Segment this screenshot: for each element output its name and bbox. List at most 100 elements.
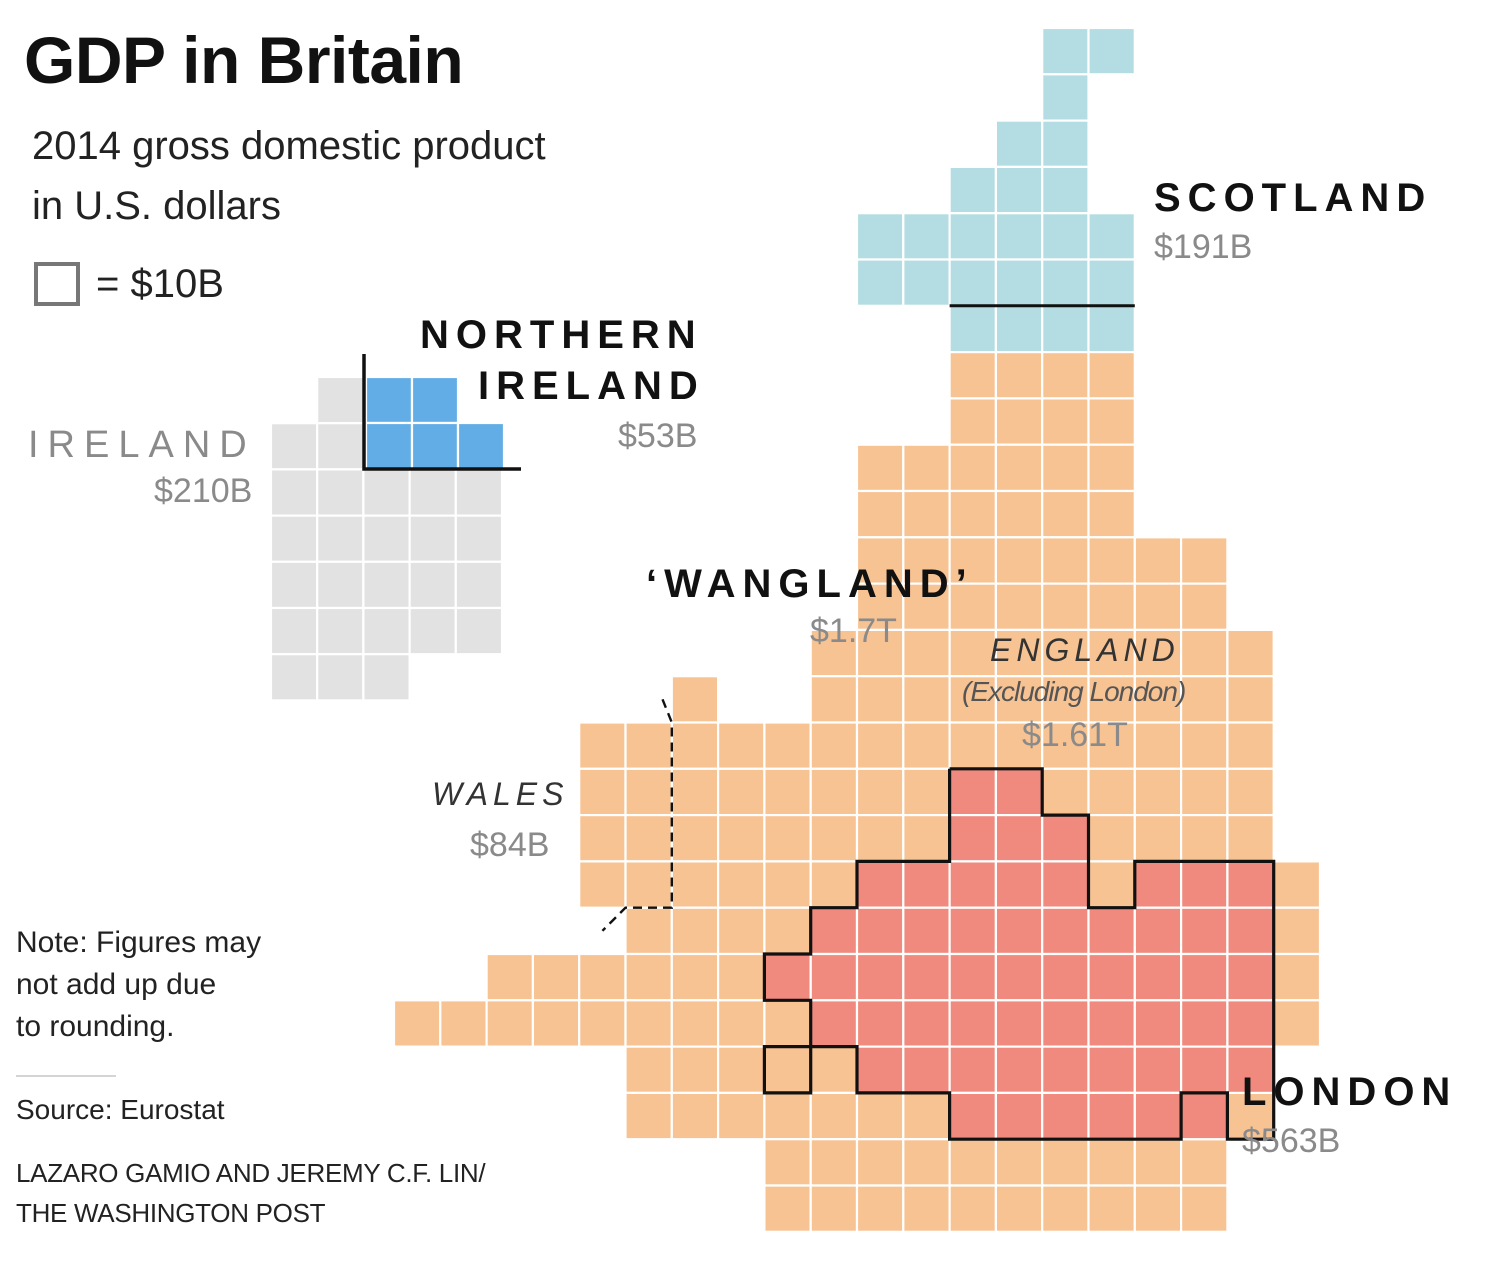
london-tile <box>1226 952 1275 1002</box>
london-tile <box>809 906 859 956</box>
ireland-tile <box>454 606 504 656</box>
england-tile <box>624 906 673 956</box>
ireland-tile <box>269 514 319 563</box>
england-tile <box>948 628 997 678</box>
england-tile <box>1041 721 1090 770</box>
london-tile <box>994 1091 1044 1141</box>
london-tile <box>1179 1091 1229 1141</box>
england-label: ENGLAND <box>990 632 1180 668</box>
source-text: Source: Eurostat <box>16 1094 225 1125</box>
england-tile <box>902 721 951 770</box>
london-tile <box>994 952 1044 1002</box>
england-tile <box>948 1138 997 1187</box>
england-tile <box>855 443 905 493</box>
london-tile <box>1226 999 1275 1048</box>
england-tile <box>1133 1138 1183 1187</box>
england-tile <box>1179 628 1229 678</box>
england-tile <box>716 721 766 770</box>
london-tile <box>1041 1045 1090 1094</box>
northern-ireland-label-line-2: IRELAND <box>478 364 705 408</box>
england-tile <box>763 906 812 956</box>
england-tile <box>1226 628 1275 678</box>
england-tile <box>716 767 766 817</box>
scotland-tile <box>1041 212 1090 261</box>
england-tile <box>1041 675 1090 724</box>
england-tile <box>1179 675 1229 724</box>
scotland-tile <box>1041 165 1090 215</box>
london-tile <box>1041 906 1090 956</box>
ireland-tile <box>454 468 504 517</box>
scotland-value: $191B <box>1154 228 1253 266</box>
england-tile <box>855 628 905 678</box>
london-tile <box>1133 952 1183 1002</box>
england-tile <box>763 1045 812 1094</box>
england-tile <box>485 999 535 1048</box>
england-tile <box>716 999 766 1048</box>
london-tile <box>948 1091 997 1141</box>
england-tile <box>1179 721 1229 770</box>
england-tile <box>670 813 720 863</box>
ireland-tile <box>316 468 365 517</box>
northern-ireland-tile <box>456 421 506 471</box>
england-tile <box>1179 767 1229 817</box>
scotland-tile <box>1087 212 1136 261</box>
legend-text: = $10B <box>96 262 224 306</box>
england-tile <box>809 813 859 863</box>
london-tile <box>1226 906 1275 956</box>
england-tile <box>670 952 720 1002</box>
scotland-tile <box>994 258 1044 307</box>
wales-tile <box>624 721 673 770</box>
england-tile <box>1087 536 1136 585</box>
england-tile <box>1272 906 1322 956</box>
england-tile <box>1041 397 1090 446</box>
england-tile <box>994 1138 1044 1187</box>
london-tile <box>948 952 997 1002</box>
england-tile <box>948 489 997 539</box>
england-tile <box>1087 397 1136 446</box>
england-tile <box>716 813 766 863</box>
ireland-tile <box>316 514 365 563</box>
england-tile <box>948 351 997 400</box>
england-tile <box>578 999 627 1048</box>
england-tile <box>1226 721 1275 770</box>
london-tile <box>1133 1045 1183 1094</box>
ireland-tile <box>269 468 319 517</box>
chart-title: GDP in Britain <box>24 23 464 97</box>
great-britain-tiles <box>392 26 1322 1233</box>
scotland-tile <box>902 212 951 261</box>
england-tile <box>809 1091 859 1141</box>
london-tile <box>948 1045 997 1094</box>
wales-tile <box>578 860 627 909</box>
england-tile <box>809 1184 859 1233</box>
london-tile <box>855 906 905 956</box>
london-tile <box>809 952 859 1002</box>
london-tile <box>948 767 997 817</box>
england-tile <box>1087 443 1136 493</box>
ireland-tile <box>362 468 411 517</box>
england-tile <box>1272 999 1322 1048</box>
scotland-tile <box>855 212 905 261</box>
ireland-tile <box>454 514 504 563</box>
england-tile <box>1087 675 1136 724</box>
london-tile <box>1087 1045 1136 1094</box>
london-tile <box>994 813 1044 863</box>
england-tile <box>1087 767 1136 817</box>
england-tile <box>1041 1184 1090 1233</box>
england-value: $1.61T <box>1022 716 1128 754</box>
england-tile <box>716 1045 766 1094</box>
london-tile <box>994 860 1044 909</box>
england-tile <box>855 721 905 770</box>
wales-label: WALES <box>432 776 569 812</box>
wangland-label: ‘WANGLAND’ <box>646 562 974 606</box>
england-tile <box>994 1184 1044 1233</box>
england-tile <box>1041 582 1090 631</box>
northern-ireland-value: $53B <box>618 417 698 455</box>
england-tile <box>1179 536 1229 585</box>
credit-line-2: THE WASHINGTON POST <box>16 1198 326 1228</box>
england-tile <box>716 906 766 956</box>
england-tile <box>1226 675 1275 724</box>
london-tile <box>1226 860 1275 909</box>
london-tile <box>1133 999 1183 1048</box>
northern-ireland-tile <box>410 421 460 471</box>
wales-tile <box>578 767 627 817</box>
